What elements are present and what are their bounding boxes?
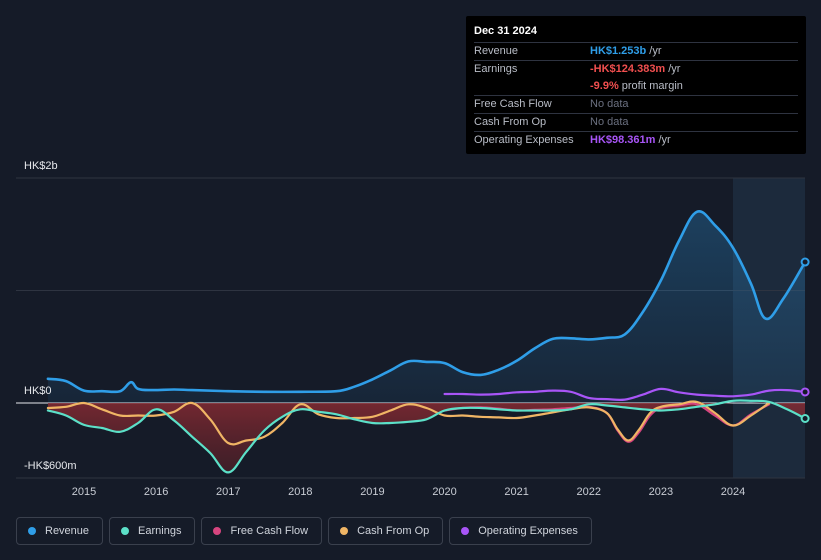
tooltip-revenue-label: Revenue bbox=[474, 45, 519, 57]
y-tick-label: HK$2b bbox=[24, 160, 58, 172]
chart-legend: Revenue Earnings Free Cash Flow Cash Fro… bbox=[16, 517, 592, 545]
tooltip-earnings-value: -HK$124.383m bbox=[590, 63, 666, 75]
x-tick-label: 2016 bbox=[144, 486, 168, 498]
tooltip-margin-text: profit margin bbox=[621, 80, 683, 92]
series-lines bbox=[46, 210, 805, 474]
cash-from-op-line bbox=[46, 400, 771, 446]
operating-expenses-line bbox=[443, 387, 805, 402]
x-tick-label: 2021 bbox=[504, 486, 528, 498]
earnings-line bbox=[46, 399, 805, 474]
data-tooltip: Dec 31 2024 Revenue HK$1.253b /yr Earnin… bbox=[466, 16, 806, 154]
tooltip-cfo-value: No data bbox=[590, 116, 629, 128]
legend-item-revenue[interactable]: Revenue bbox=[16, 517, 104, 545]
series-endpoints bbox=[800, 257, 810, 423]
y-tick-label: HK$0 bbox=[24, 385, 52, 397]
tooltip-opex-label: Operating Expenses bbox=[474, 134, 574, 146]
tooltip-earnings-label: Earnings bbox=[474, 63, 518, 75]
free-cash-flow-dot-icon bbox=[213, 527, 222, 535]
y-tick-label: -HK$600m bbox=[24, 460, 77, 472]
revenue-line bbox=[46, 210, 805, 394]
tooltip-row-margin: -9.9% profit margin bbox=[474, 78, 798, 96]
tooltip-revenue-value: HK$1.253b bbox=[590, 45, 647, 57]
legend-label-cash-from-op: Cash From Op bbox=[357, 525, 430, 537]
revenue-dot-icon bbox=[28, 527, 36, 535]
tooltip-earnings-unit: /yr bbox=[668, 63, 681, 75]
legend-label-operating-expenses: Operating Expenses bbox=[478, 525, 578, 537]
tooltip-row-fcf: Free Cash Flow No data bbox=[474, 96, 798, 114]
tooltip-row-cfo: Cash From Op No data bbox=[474, 114, 798, 132]
legend-item-free-cash-flow[interactable]: Free Cash Flow bbox=[201, 517, 323, 545]
x-tick-label: 2024 bbox=[721, 486, 745, 498]
x-tick-label: 2020 bbox=[432, 486, 456, 498]
cash-from-op-dot-icon bbox=[340, 527, 349, 535]
earnings-endpoint-marker bbox=[800, 414, 810, 423]
legend-label-revenue: Revenue bbox=[45, 525, 90, 537]
x-tick-label: 2018 bbox=[288, 486, 312, 498]
x-tick-label: 2023 bbox=[649, 486, 673, 498]
legend-label-earnings: Earnings bbox=[138, 525, 182, 537]
series-areas bbox=[47, 211, 805, 473]
revenue-area bbox=[47, 211, 805, 403]
earnings-negative-area bbox=[47, 402, 805, 473]
x-tick-label: 2015 bbox=[72, 486, 96, 498]
x-tick-label: 2017 bbox=[216, 486, 240, 498]
tooltip-margin-value: -9.9% bbox=[590, 80, 619, 92]
tooltip-opex-value: HK$98.361m bbox=[590, 134, 656, 146]
legend-item-operating-expenses[interactable]: Operating Expenses bbox=[449, 517, 592, 545]
operating-expenses-dot-icon bbox=[461, 527, 470, 535]
tooltip-row-earnings: Earnings -HK$124.383m /yr bbox=[474, 61, 798, 78]
legend-item-earnings[interactable]: Earnings bbox=[109, 517, 196, 545]
tooltip-row-revenue: Revenue HK$1.253b /yr bbox=[474, 43, 798, 61]
tooltip-fcf-label: Free Cash Flow bbox=[474, 98, 552, 110]
legend-label-free-cash-flow: Free Cash Flow bbox=[230, 525, 309, 537]
revenue-endpoint-marker bbox=[800, 257, 810, 267]
y-axis-labels: HK$2b HK$0 -HK$600m bbox=[24, 160, 77, 472]
tooltip-revenue-unit: /yr bbox=[649, 45, 662, 57]
operating-expenses-endpoint-marker bbox=[800, 387, 810, 397]
x-tick-label: 2019 bbox=[360, 486, 384, 498]
x-tick-label: 2022 bbox=[577, 486, 601, 498]
tooltip-row-opex: Operating Expenses HK$98.361m /yr bbox=[474, 132, 798, 149]
tooltip-fcf-value: No data bbox=[590, 98, 629, 110]
legend-item-cash-from-op[interactable]: Cash From Op bbox=[328, 517, 444, 545]
tooltip-date: Dec 31 2024 bbox=[474, 24, 798, 43]
x-axis-labels: 2015 2016 2017 2018 2019 2020 2021 2022 2023 2024 bbox=[72, 486, 745, 498]
tooltip-cfo-label: Cash From Op bbox=[474, 116, 547, 128]
tooltip-opex-unit: /yr bbox=[658, 134, 671, 146]
tooltip-margin-spacer bbox=[474, 78, 590, 95]
earnings-dot-icon bbox=[121, 527, 130, 535]
